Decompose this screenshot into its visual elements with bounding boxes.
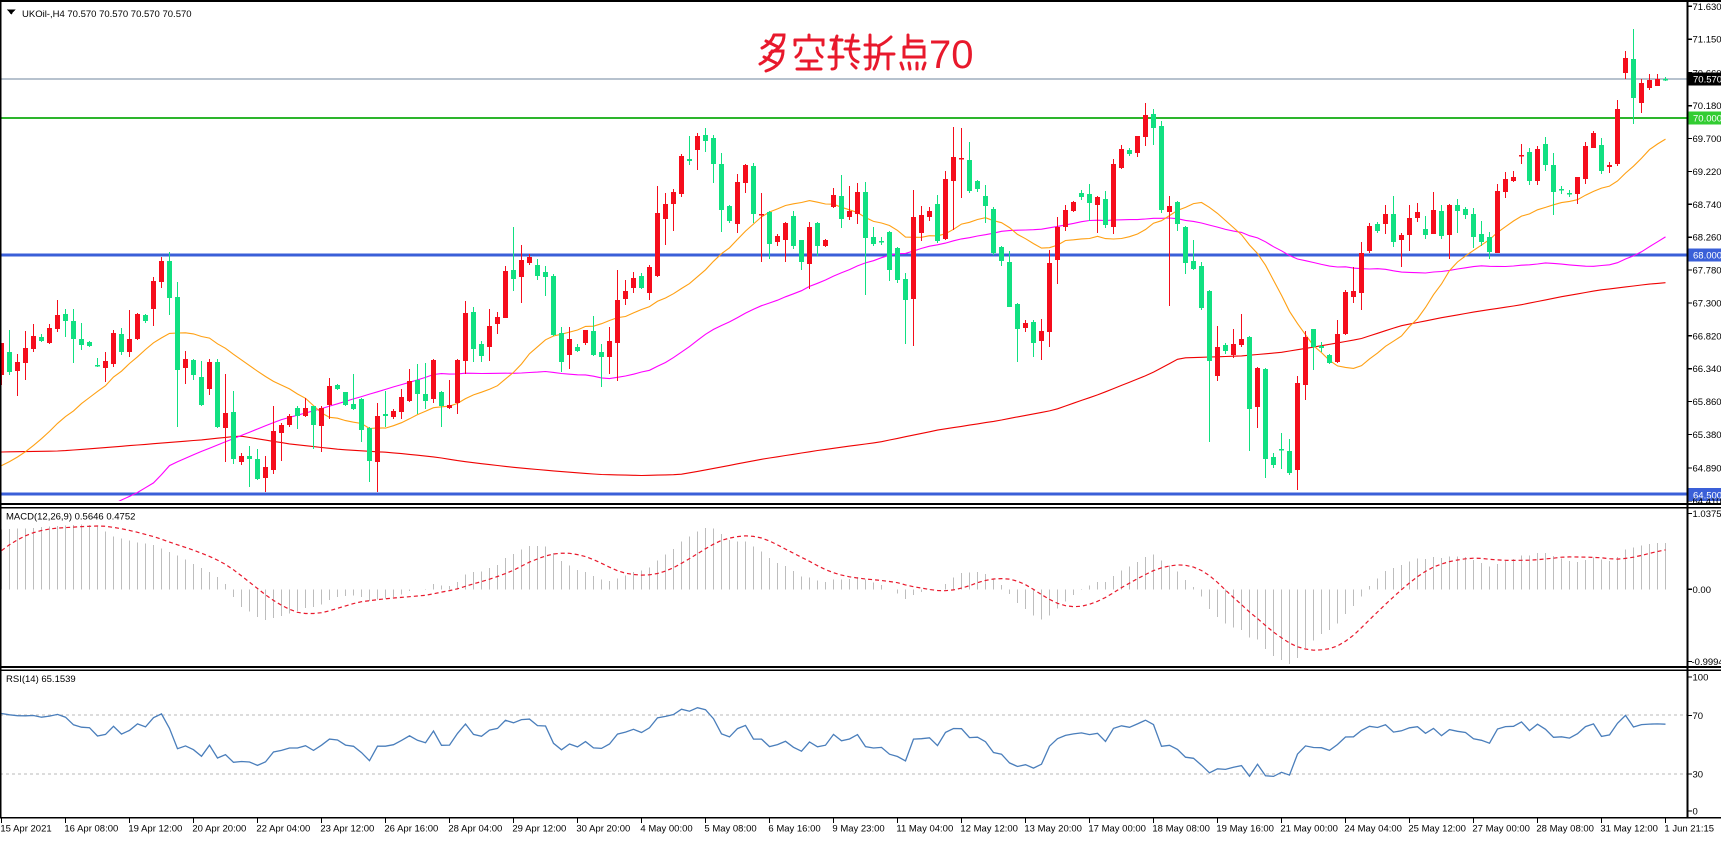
svg-text:70: 70 <box>929 33 974 77</box>
svg-text:24 May 04:00: 24 May 04:00 <box>1344 824 1402 835</box>
svg-text:31 May 12:00: 31 May 12:00 <box>1600 824 1658 835</box>
svg-text:23 Apr 12:00: 23 Apr 12:00 <box>320 824 374 835</box>
svg-text:28 May 08:00: 28 May 08:00 <box>1536 824 1594 835</box>
svg-text:17 May 00:00: 17 May 00:00 <box>1088 824 1146 835</box>
svg-text:26 Apr 16:00: 26 Apr 16:00 <box>384 824 438 835</box>
svg-text:71.630: 71.630 <box>1693 2 1721 13</box>
svg-text:18 May 08:00: 18 May 08:00 <box>1152 824 1210 835</box>
svg-text:0: 0 <box>1693 807 1698 818</box>
svg-text:RSI(14) 65.1539: RSI(14) 65.1539 <box>6 674 76 685</box>
svg-text:9 May 23:00: 9 May 23:00 <box>832 824 884 835</box>
svg-text:70.000: 70.000 <box>1693 114 1721 125</box>
svg-text:22 Apr 04:00: 22 Apr 04:00 <box>256 824 310 835</box>
svg-text:11 May 04:00: 11 May 04:00 <box>896 824 953 835</box>
svg-text:66.820: 66.820 <box>1693 331 1721 342</box>
svg-text:19 Apr 12:00: 19 Apr 12:00 <box>128 824 182 835</box>
svg-text:65.380: 65.380 <box>1693 430 1721 441</box>
svg-text:21 May 00:00: 21 May 00:00 <box>1280 824 1338 835</box>
svg-text:69.700: 69.700 <box>1693 134 1721 145</box>
svg-text:13 May 20:00: 13 May 20:00 <box>1024 824 1082 835</box>
svg-text:UKOil-,H4 70.570 70.570 70.57: UKOil-,H4 70.570 70.570 70.570 70.570 <box>22 9 192 20</box>
svg-text:68.260: 68.260 <box>1693 233 1721 244</box>
svg-text:71.150: 71.150 <box>1693 35 1721 46</box>
svg-text:67.780: 67.780 <box>1693 266 1721 277</box>
svg-text:6 May 16:00: 6 May 16:00 <box>768 824 820 835</box>
svg-text:30 Apr 20:00: 30 Apr 20:00 <box>576 824 630 835</box>
svg-text:15 Apr 2021: 15 Apr 2021 <box>0 824 51 835</box>
svg-text:70.570: 70.570 <box>1693 74 1721 85</box>
svg-text:4 May 00:00: 4 May 00:00 <box>640 824 692 835</box>
svg-text:25 May 12:00: 25 May 12:00 <box>1408 824 1466 835</box>
svg-text:20 Apr 20:00: 20 Apr 20:00 <box>192 824 246 835</box>
svg-text:16 Apr 08:00: 16 Apr 08:00 <box>64 824 118 835</box>
svg-text:100: 100 <box>1693 673 1709 684</box>
svg-text:66.340: 66.340 <box>1693 364 1721 375</box>
svg-text:-0.9994: -0.9994 <box>1692 657 1721 668</box>
svg-text:0.00: 0.00 <box>1693 585 1712 596</box>
svg-text:29 Apr 12:00: 29 Apr 12:00 <box>512 824 566 835</box>
svg-text:65.860: 65.860 <box>1693 397 1721 408</box>
svg-text:19 May 16:00: 19 May 16:00 <box>1216 824 1274 835</box>
svg-text:28 Apr 04:00: 28 Apr 04:00 <box>448 824 502 835</box>
svg-text:5 May 08:00: 5 May 08:00 <box>704 824 756 835</box>
svg-text:27 May 00:00: 27 May 00:00 <box>1472 824 1530 835</box>
svg-text:12 May 12:00: 12 May 12:00 <box>960 824 1018 835</box>
svg-text:67.300: 67.300 <box>1693 298 1721 309</box>
svg-text:30: 30 <box>1693 770 1704 781</box>
svg-text:1.0375: 1.0375 <box>1693 509 1721 520</box>
svg-text:64.890: 64.890 <box>1693 464 1721 475</box>
svg-text:70.180: 70.180 <box>1693 101 1721 112</box>
svg-text:64.500: 64.500 <box>1693 490 1721 501</box>
svg-text:MACD(12,26,9) 0.5646 0.4752: MACD(12,26,9) 0.5646 0.4752 <box>6 512 135 523</box>
svg-text:69.220: 69.220 <box>1693 167 1721 178</box>
svg-text:70: 70 <box>1693 711 1704 722</box>
svg-text:68.740: 68.740 <box>1693 200 1721 211</box>
svg-text:1 Jun 21:15: 1 Jun 21:15 <box>1664 824 1714 835</box>
svg-text:68.000: 68.000 <box>1693 251 1721 262</box>
